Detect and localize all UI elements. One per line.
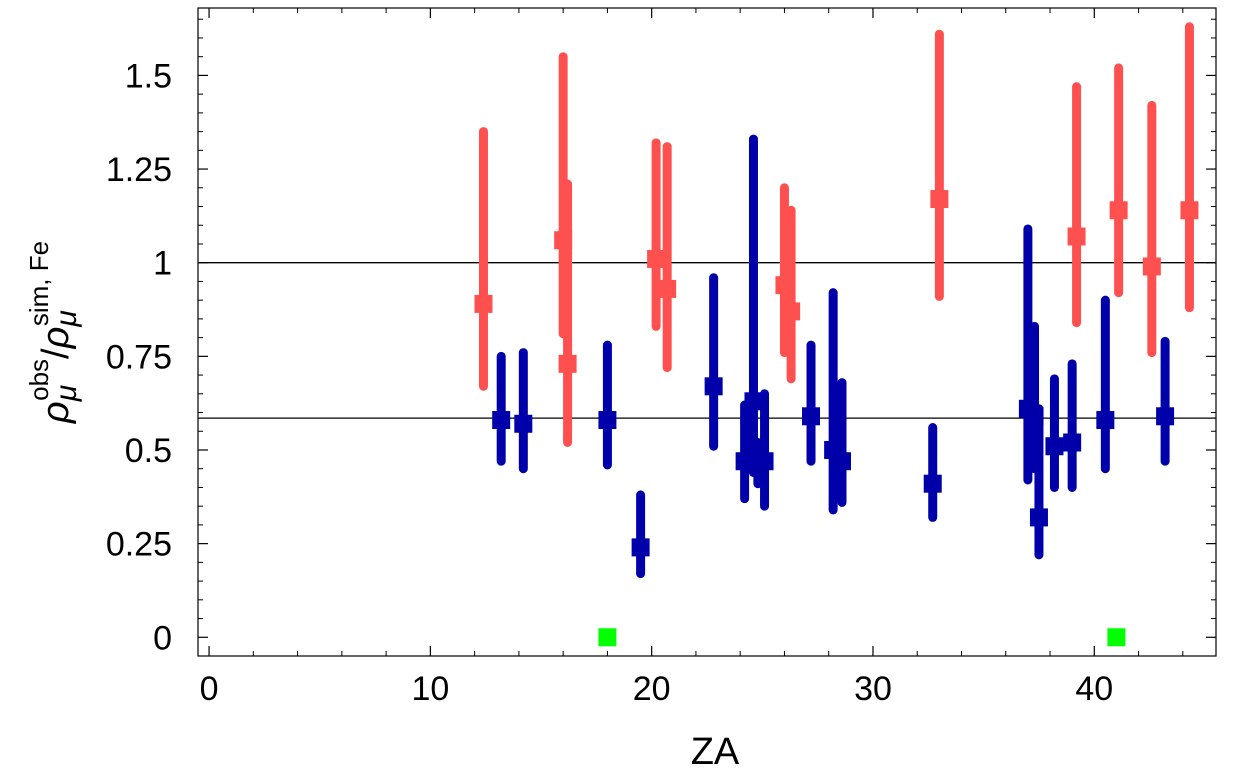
blue-data-point (1063, 433, 1082, 452)
x-axis-ticks: 0 10 20 30 40 (200, 8, 1113, 708)
plot-frame (197, 7, 1217, 657)
red-data-point (1142, 257, 1161, 276)
y-label-mu-den: μ (50, 310, 83, 327)
y-tick-label: 1.25 (106, 151, 172, 189)
blue-data-point (755, 452, 774, 471)
x-tick-label: 20 (633, 670, 671, 708)
green-data-point (1107, 628, 1126, 647)
y-label-sup-den: sim, Fe (24, 241, 54, 326)
blue-data-point (802, 407, 821, 426)
y-axis-label: ρμobs/ρμsim, Fe (24, 241, 83, 424)
blue-data-point (1096, 411, 1115, 430)
reference-lines (198, 262, 1216, 419)
y-tick-label: 1 (153, 245, 172, 283)
y-label-rho-den: ρ (35, 327, 77, 350)
blue-data-point (832, 452, 851, 471)
y-axis-ticks: 0 0.25 0.5 0.75 1 1.25 1.5 (106, 57, 1216, 657)
blue-data-point (492, 411, 511, 430)
x-tick-label: 40 (1075, 670, 1113, 708)
red-data-point (782, 302, 801, 321)
red-series (474, 22, 1199, 447)
red-data-point (474, 294, 493, 313)
y-label-rho-num: ρ (35, 401, 77, 424)
red-data-point (658, 279, 677, 298)
red-data-point (1180, 201, 1199, 220)
y-tick-label: 0.5 (125, 432, 172, 470)
y-label-mu-num: μ (50, 385, 83, 402)
blue-data-point (704, 377, 723, 396)
blue-data-point (598, 411, 617, 430)
green-series (598, 628, 1126, 647)
red-data-point (1109, 201, 1128, 220)
y-tick-label: 0 (153, 619, 172, 657)
green-data-point (598, 628, 617, 647)
red-data-point (930, 190, 949, 209)
blue-data-point (631, 538, 650, 557)
y-label-sup-num: obs (24, 359, 54, 401)
minor-ticks (198, 8, 1216, 656)
y-label-slash: / (35, 348, 77, 359)
red-data-point (647, 249, 666, 268)
red-data-point (1067, 227, 1086, 246)
blue-data-point (1029, 508, 1048, 527)
x-tick-label: 10 (411, 670, 449, 708)
y-tick-label: 0.75 (106, 338, 172, 376)
x-tick-label: 0 (200, 670, 219, 708)
blue-data-point (744, 392, 763, 411)
x-axis-label: ZA (691, 731, 740, 771)
blue-series (492, 134, 1175, 579)
x-tick-label: 30 (854, 670, 892, 708)
y-tick-label: 0.25 (106, 526, 172, 564)
blue-data-point (1045, 437, 1064, 456)
blue-data-point (923, 474, 942, 493)
blue-data-point (1156, 407, 1175, 426)
plot-area (197, 7, 1217, 657)
red-data-point (558, 354, 577, 373)
data-series (474, 22, 1199, 647)
svg-text:ρμobs/ρμsim, Fe: ρμobs/ρμsim, Fe (24, 241, 83, 424)
y-tick-label: 1.5 (125, 57, 172, 95)
blue-data-point (514, 414, 533, 433)
